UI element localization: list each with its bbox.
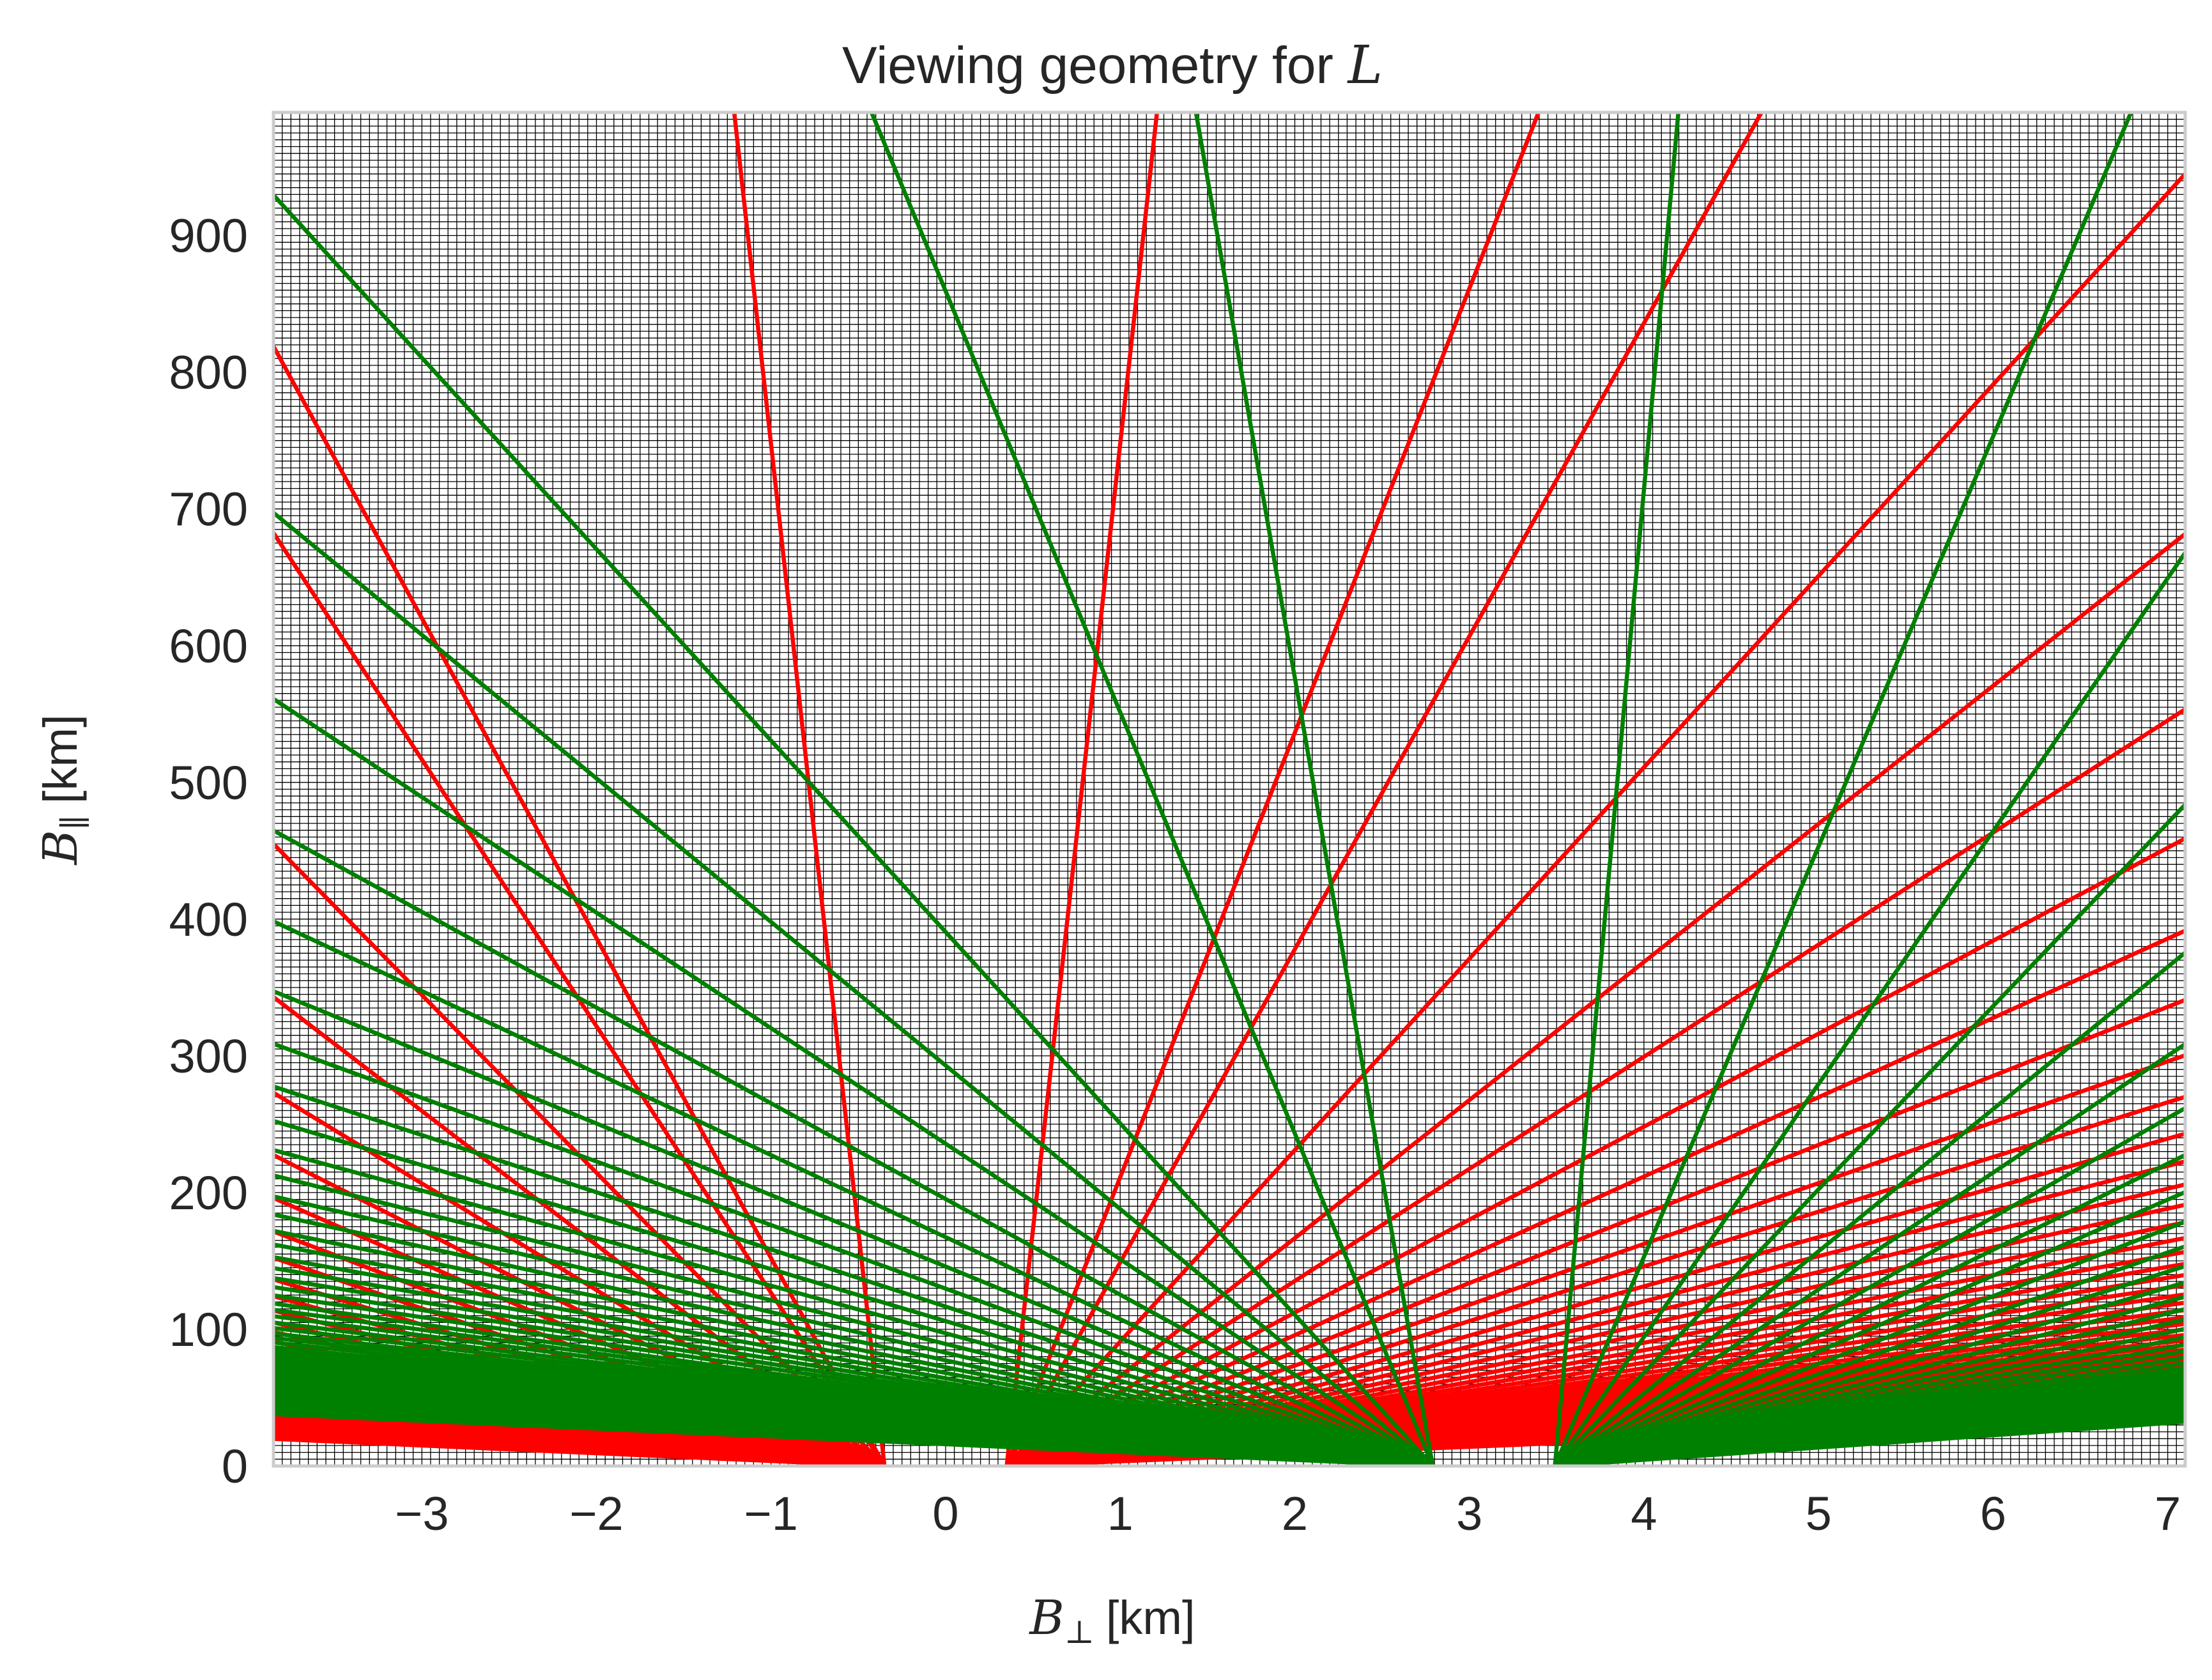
chart-title: Viewing geometry for L <box>842 35 1383 96</box>
x-tick-label: 3 <box>1456 1487 1482 1540</box>
y-axis-label-subscript: ∥ <box>56 815 93 830</box>
x-tick-labels: −3 −2 −1 0 1 2 3 4 5 6 7 <box>395 1487 2181 1540</box>
series-line <box>273 1437 885 1466</box>
x-tick-label: 1 <box>1107 1487 1133 1540</box>
series-line <box>1553 802 2185 1466</box>
y-tick-label: 0 <box>222 1440 248 1493</box>
x-tick-label: 2 <box>1282 1487 1308 1540</box>
series-line <box>1004 998 2185 1466</box>
series-line <box>273 696 1435 1466</box>
x-axis-label-subscript: ⊥ <box>1064 1614 1094 1651</box>
series-line <box>1553 1264 2185 1466</box>
series-line <box>273 1228 1435 1466</box>
series-line <box>1553 112 1681 1466</box>
series-line <box>273 1412 1433 1466</box>
series-line <box>273 1084 1435 1466</box>
series-line <box>273 828 1435 1466</box>
y-tick-label: 900 <box>169 210 248 263</box>
series-line <box>1553 1219 2185 1466</box>
series-line <box>1004 172 2185 1466</box>
x-tick-label: 7 <box>2154 1487 2181 1540</box>
series-line <box>273 1041 1435 1466</box>
y-axis-label-unit: [km] <box>34 714 87 804</box>
series-line <box>1553 1280 2185 1466</box>
y-tick-label: 400 <box>169 893 248 946</box>
x-tick-label: 6 <box>1980 1487 2006 1540</box>
series-line <box>1004 112 1541 1466</box>
series-line <box>869 112 1435 1466</box>
x-axis-label-unit: [km] <box>1106 1591 1195 1644</box>
series-line <box>1553 1042 2185 1466</box>
series-line <box>1553 951 2185 1466</box>
series-line <box>273 1173 1435 1466</box>
series-line <box>273 193 1435 1466</box>
series-line <box>273 989 1435 1466</box>
x-tick-label: −3 <box>395 1487 449 1540</box>
chart-title-text: Viewing geometry for <box>842 36 1333 95</box>
y-tick-label: 500 <box>169 756 248 809</box>
series-line <box>1004 112 1160 1466</box>
x-tick-label: −2 <box>569 1487 623 1540</box>
series-line <box>1004 928 2185 1466</box>
series-line <box>273 1119 1435 1466</box>
series-group-2 <box>273 112 2185 1466</box>
series-line <box>1004 836 2185 1466</box>
x-tick-label: 5 <box>1806 1487 1832 1540</box>
y-tick-label: 100 <box>169 1303 248 1356</box>
series-line <box>273 510 1435 1466</box>
x-axis-label: B⊥ [km] <box>1028 1591 1195 1651</box>
series-line <box>273 1194 1435 1466</box>
series-line <box>1553 1152 2185 1466</box>
x-tick-label: −1 <box>744 1487 798 1540</box>
y-axis-label: B∥ [km] <box>33 714 93 866</box>
y-tick-label: 300 <box>169 1030 248 1083</box>
y-tick-label: 700 <box>169 483 248 536</box>
y-tick-label: 800 <box>169 346 248 399</box>
grid <box>273 112 2185 1466</box>
plot-frame <box>272 111 2187 1468</box>
x-tick-label: 4 <box>1631 1487 1657 1540</box>
series-line <box>1553 1244 2185 1466</box>
y-tick-label: 200 <box>169 1166 248 1219</box>
series-line <box>273 344 887 1466</box>
y-tick-label: 600 <box>169 620 248 673</box>
series-line <box>273 1148 1435 1466</box>
series-line <box>273 919 1435 1466</box>
y-axis-label-symbol: B <box>33 830 88 866</box>
series-line <box>1553 551 2185 1466</box>
y-tick-labels: 0 100 200 300 400 500 600 700 800 900 <box>169 210 248 1493</box>
series-line <box>273 1212 1435 1466</box>
x-tick-label: 0 <box>932 1487 958 1540</box>
series-line <box>1194 112 1435 1466</box>
chart-title-symbol: L <box>1347 35 1383 96</box>
series-line <box>1553 112 2133 1466</box>
series-line <box>1555 1419 2185 1466</box>
series <box>273 112 2185 1466</box>
series-line <box>1553 1106 2185 1466</box>
series-line <box>273 1242 1435 1466</box>
x-axis-label-symbol: B <box>1028 1591 1064 1646</box>
series-line <box>1553 1189 2185 1466</box>
